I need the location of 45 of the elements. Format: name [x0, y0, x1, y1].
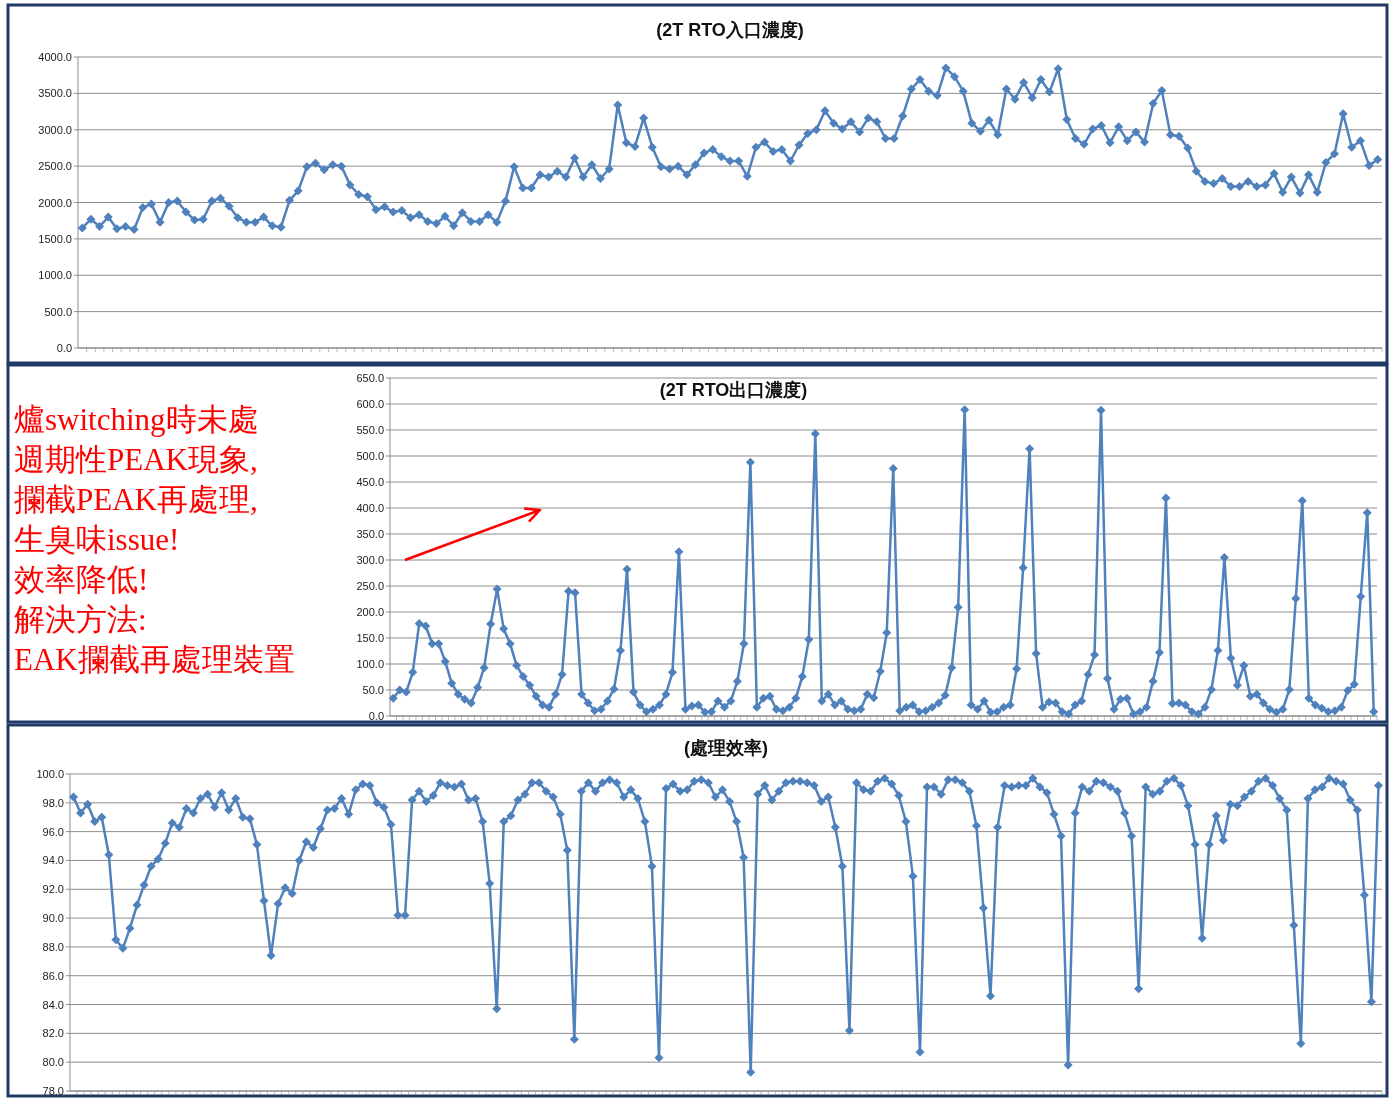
y-tick-label: 4000.0: [38, 51, 72, 63]
y-tick-label: 400.0: [356, 502, 384, 514]
chart-title: (2T RTO入口濃度): [656, 20, 804, 40]
y-tick-label: 80.0: [42, 1056, 64, 1069]
y-tick-label: 96.0: [42, 825, 64, 838]
chart-title: (處理效率): [684, 738, 768, 758]
y-tick-label: 200.0: [356, 606, 384, 618]
y-tick-label: 500.0: [356, 450, 384, 462]
y-tick-label: 300.0: [356, 554, 384, 566]
text: 週期性PEAK現象,: [14, 442, 258, 477]
y-tick-label: 3000.0: [38, 123, 72, 136]
text: EAK攔截再處理裝置: [14, 642, 295, 677]
y-tick-label: 90.0: [42, 912, 64, 925]
y-tick-label: 0.0: [56, 342, 72, 354]
y-tick-label: 92.0: [42, 883, 64, 896]
y-tick-label: 550.0: [356, 424, 384, 436]
y-tick-label: 350.0: [356, 528, 384, 540]
y-tick-label: 86.0: [42, 969, 64, 982]
y-tick-label: 3500.0: [38, 87, 72, 100]
y-tick-label: 1500.0: [38, 232, 72, 245]
y-tick-label: 98.0: [42, 796, 64, 809]
y-tick-label: 94.0: [42, 854, 64, 867]
y-tick-label: 100.0: [356, 658, 384, 670]
text: 解決方法:: [14, 602, 147, 637]
chart-title: (2T RTO出口濃度): [659, 380, 808, 400]
y-tick-label: 650.0: [356, 372, 384, 384]
y-tick-label: 2000.0: [38, 196, 72, 209]
y-tick-label: 88.0: [42, 940, 64, 953]
y-tick-label: 250.0: [356, 580, 384, 592]
y-tick-label: 0.0: [368, 710, 384, 722]
y-tick-label: 450.0: [356, 476, 384, 488]
y-tick-label: 500.0: [44, 305, 72, 318]
y-tick-label: 100.0: [36, 768, 64, 780]
y-tick-label: 150.0: [356, 632, 384, 644]
y-tick-label: 84.0: [42, 998, 64, 1011]
y-tick-label: 78.0: [42, 1085, 64, 1097]
y-tick-label: 50.0: [362, 684, 384, 696]
y-tick-label: 2500.0: [38, 160, 72, 173]
text: 效率降低!: [14, 562, 149, 597]
y-tick-label: 82.0: [42, 1027, 64, 1040]
y-tick-label: 1000.0: [38, 269, 72, 282]
text: 生臭味issue!: [14, 522, 180, 557]
text: 爐switching時未處: [14, 402, 259, 437]
text: 攔截PEAK再處理,: [14, 482, 258, 517]
y-tick-label: 600.0: [356, 398, 384, 410]
